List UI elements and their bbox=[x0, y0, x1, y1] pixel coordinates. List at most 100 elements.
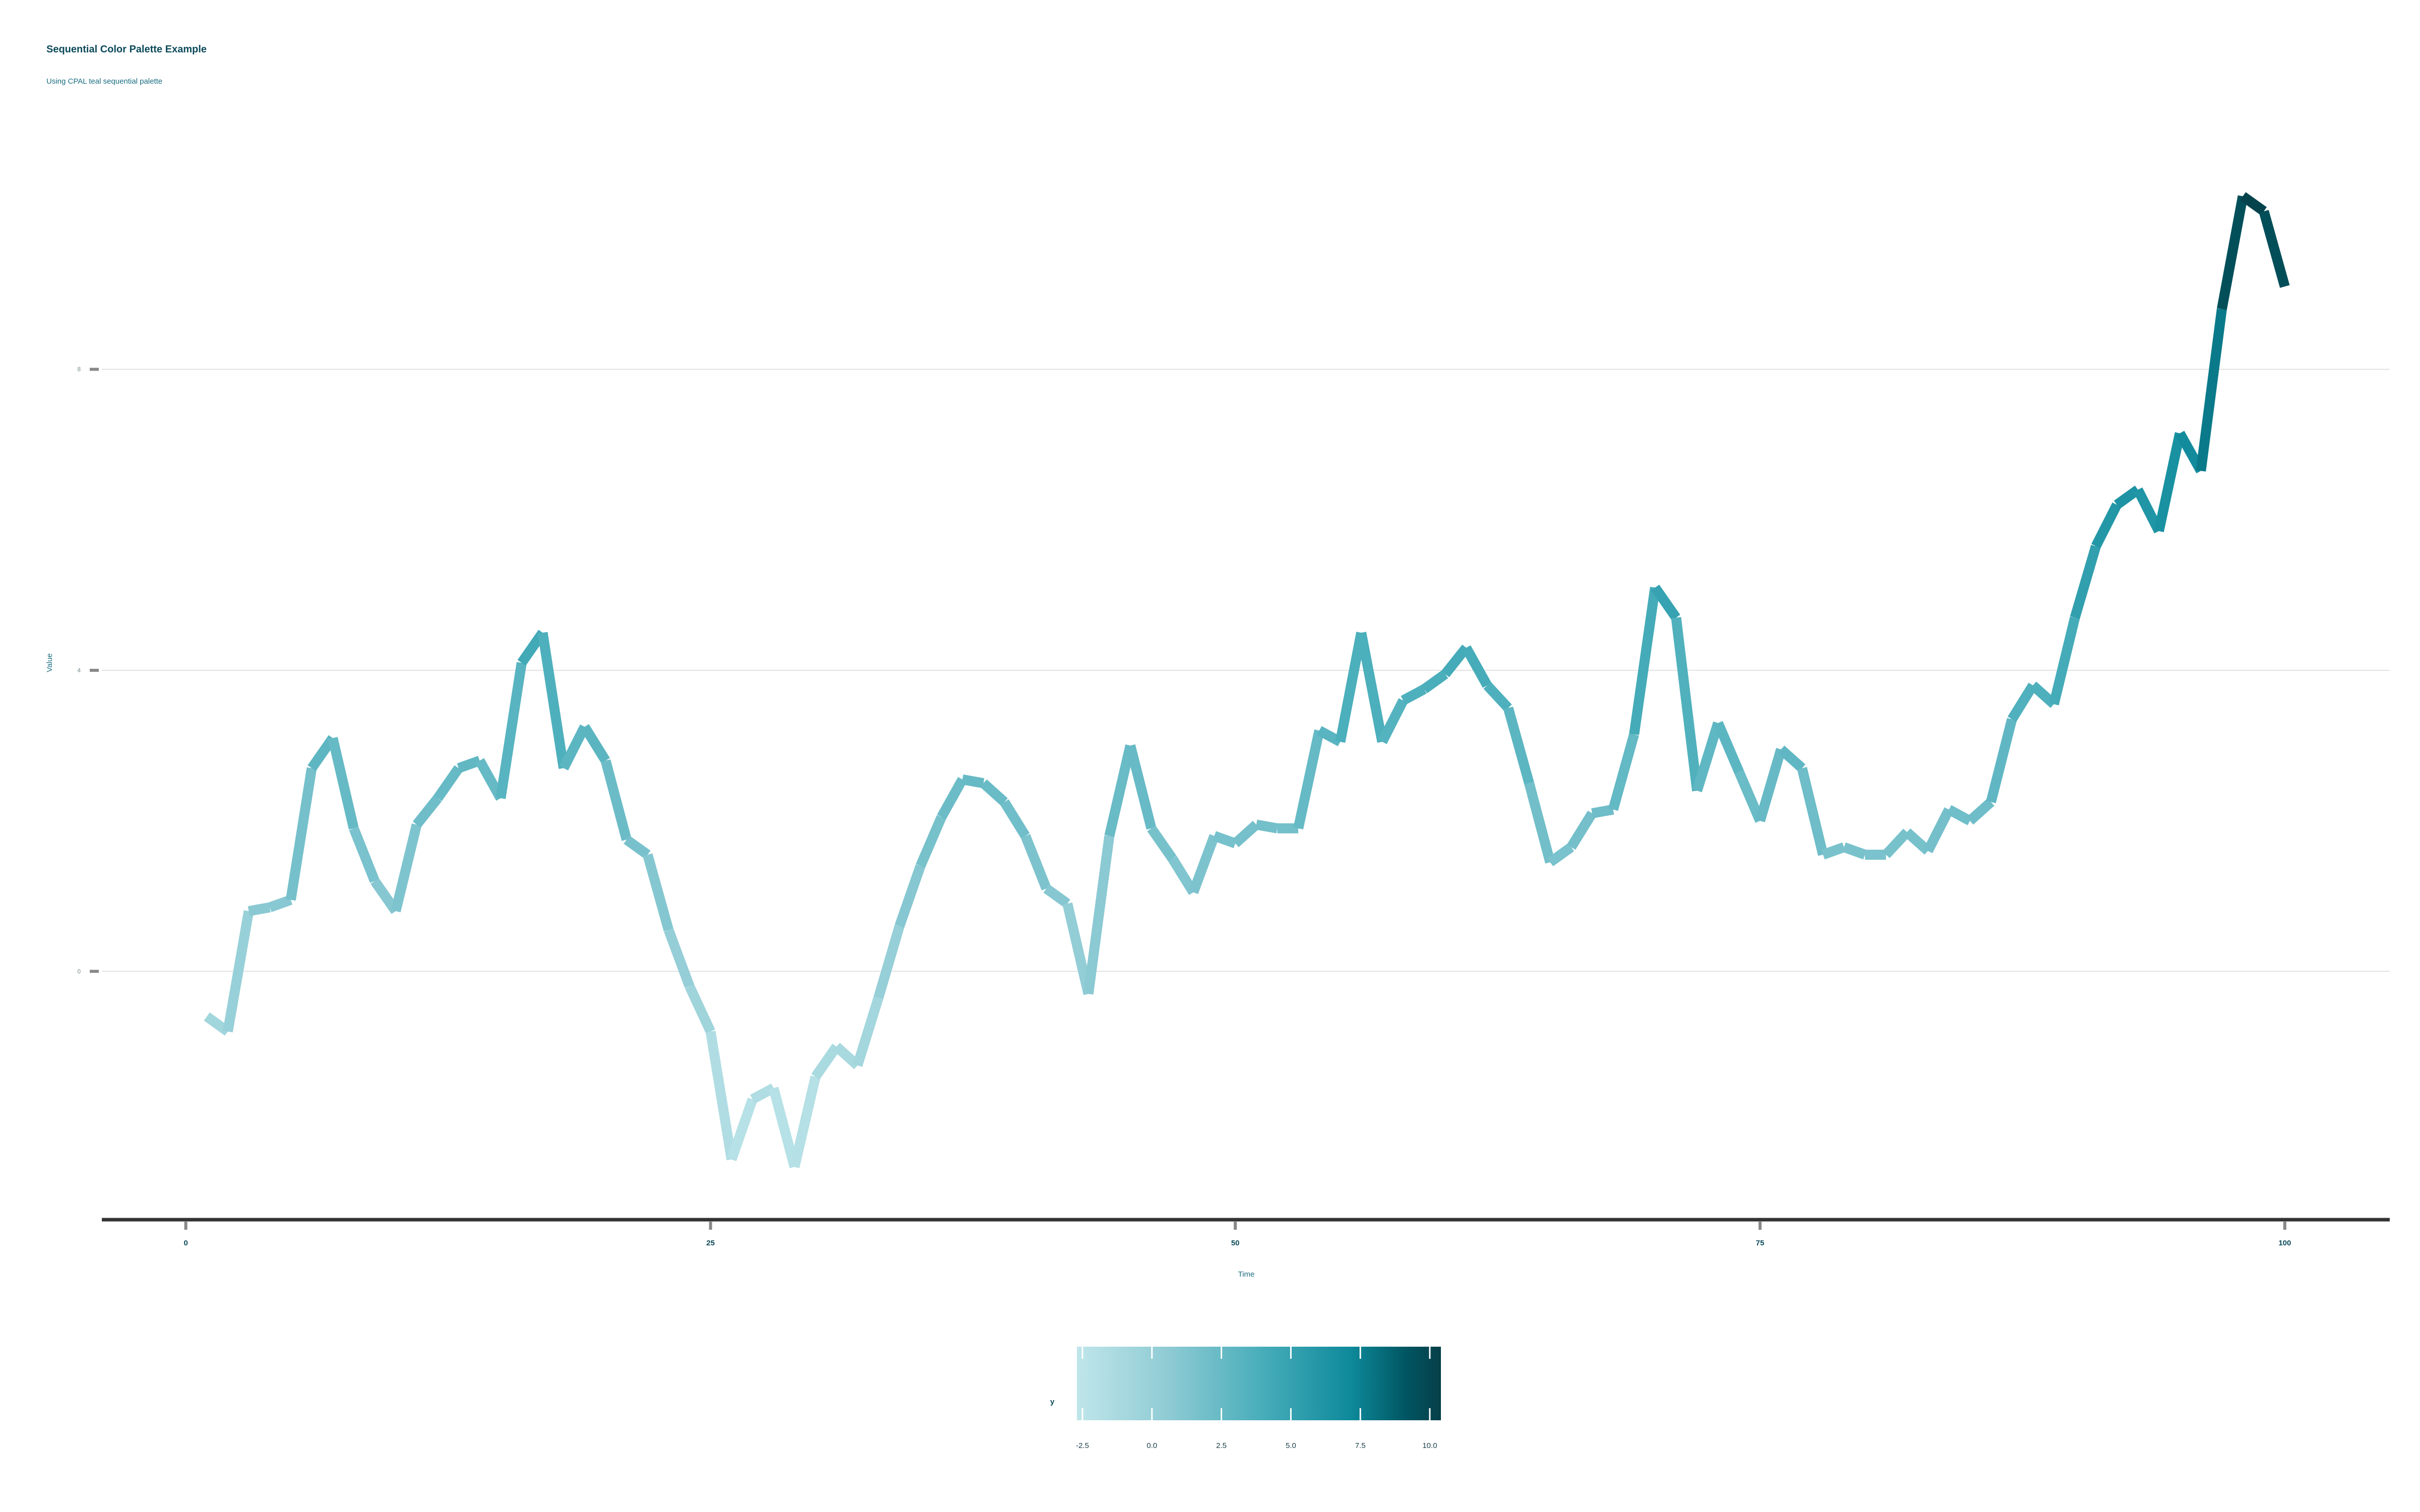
line-segment bbox=[1062, 902, 1094, 995]
line-segment bbox=[1797, 767, 1828, 856]
x-tick-label: 0 bbox=[184, 1239, 188, 1247]
line-segment bbox=[559, 724, 589, 771]
legend-tick-label: 7.5 bbox=[1355, 1441, 1366, 1450]
line-segment bbox=[1755, 747, 1786, 823]
line-segment bbox=[1104, 744, 1135, 837]
legend-title: y bbox=[1050, 1398, 1055, 1406]
line-segment bbox=[1821, 842, 1846, 860]
legend-tick-label: -2.5 bbox=[1076, 1441, 1089, 1450]
line-segment bbox=[537, 632, 569, 769]
line-segment bbox=[433, 765, 463, 801]
line-segment bbox=[663, 928, 695, 988]
line-segment bbox=[1986, 718, 2017, 803]
line-segment bbox=[811, 1043, 841, 1080]
line-segment bbox=[790, 1076, 821, 1168]
y-axis-title: Value bbox=[45, 653, 54, 672]
line-segment bbox=[2240, 192, 2267, 216]
line-segment bbox=[1462, 645, 1492, 688]
y-tick-label: 0 bbox=[77, 968, 81, 975]
line-segment bbox=[937, 777, 967, 820]
line-segment bbox=[1232, 821, 1260, 847]
line-segment bbox=[685, 984, 715, 1034]
line-segment bbox=[2070, 544, 2101, 619]
line-segment bbox=[2091, 502, 2122, 549]
y-axis-ticks: 0 4 8 bbox=[77, 366, 99, 975]
line-segment bbox=[1671, 617, 1703, 792]
x-tick-label: 25 bbox=[706, 1239, 715, 1247]
line-segment bbox=[2154, 432, 2185, 532]
line-segment bbox=[1147, 825, 1177, 862]
line-segment bbox=[580, 724, 610, 764]
x-tick-label: 75 bbox=[1756, 1239, 1765, 1247]
line-segment bbox=[1483, 682, 1512, 712]
line-segment bbox=[1692, 721, 1723, 792]
line-segment bbox=[268, 895, 293, 912]
line-segment bbox=[1168, 856, 1198, 895]
x-tick-label: 100 bbox=[2278, 1239, 2291, 1247]
line-segment bbox=[1713, 721, 1744, 774]
line-segment bbox=[248, 902, 271, 916]
line-segment bbox=[727, 1097, 758, 1161]
line-segment bbox=[1608, 733, 1639, 811]
line-segment bbox=[2196, 308, 2227, 472]
line-segment bbox=[2049, 616, 2080, 706]
line-segment bbox=[1591, 804, 1614, 818]
line-segment bbox=[894, 864, 926, 928]
legend-tick-label: 10.0 bbox=[1422, 1441, 1437, 1450]
line-segment bbox=[412, 795, 442, 828]
legend-tick-label: 2.5 bbox=[1216, 1441, 1227, 1450]
line-segment bbox=[853, 996, 883, 1067]
line-segment bbox=[1882, 829, 1911, 858]
color-legend: y -2.5 0.0 2.5 5.0 7.5 10.0 bbox=[1050, 1347, 1441, 1450]
line-segment bbox=[1651, 585, 1680, 621]
line-segment bbox=[222, 910, 254, 1033]
legend-tick-label: 5.0 bbox=[1286, 1441, 1296, 1450]
line-segment bbox=[961, 774, 985, 788]
line-segment bbox=[1923, 807, 1954, 853]
legend-tick-label: 0.0 bbox=[1146, 1441, 1157, 1450]
line-segment bbox=[496, 662, 527, 799]
line-segment bbox=[1946, 805, 1973, 826]
line-segment bbox=[328, 737, 359, 830]
series-line bbox=[204, 192, 2290, 1169]
line-segment bbox=[1043, 884, 1070, 908]
line-segment bbox=[1734, 770, 1765, 823]
legend-ticks: -2.5 0.0 2.5 5.0 7.5 10.0 bbox=[1076, 1347, 1437, 1450]
y-tick-label: 8 bbox=[77, 366, 81, 373]
line-segment bbox=[1503, 706, 1534, 785]
chart-title: Sequential Color Palette Example bbox=[46, 44, 207, 55]
line-segment bbox=[1524, 782, 1555, 864]
line-segment bbox=[1547, 843, 1575, 866]
line-segment bbox=[1335, 632, 1366, 743]
line-segment bbox=[1441, 644, 1470, 677]
line-segment bbox=[623, 835, 651, 859]
y-tick-label: 4 bbox=[77, 667, 81, 674]
line-segment bbox=[1083, 835, 1115, 995]
line-segment bbox=[391, 823, 422, 913]
line-segment bbox=[642, 853, 674, 931]
line-segment bbox=[2217, 195, 2248, 310]
x-axis-ticks: 0 25 50 75 100 bbox=[184, 1222, 2291, 1247]
line-segment bbox=[1629, 587, 1660, 735]
line-segment bbox=[1020, 834, 1051, 891]
line-segment bbox=[1401, 684, 1427, 705]
line-segment bbox=[916, 815, 946, 868]
line-segment bbox=[1566, 810, 1597, 850]
x-tick-label: 50 bbox=[1231, 1239, 1240, 1247]
line-segment bbox=[705, 1031, 737, 1161]
line-segment bbox=[980, 779, 1008, 806]
chart-subtitle: Using CPAL teal sequential palette bbox=[46, 77, 162, 86]
gridlines bbox=[102, 368, 2390, 972]
legend-colorbar bbox=[1077, 1347, 1441, 1420]
line-segment bbox=[1188, 834, 1219, 894]
line-segment bbox=[1777, 745, 1805, 772]
line-segment bbox=[1356, 632, 1387, 743]
line-segment bbox=[1000, 799, 1030, 839]
line-segment bbox=[1255, 820, 1279, 834]
line-segment bbox=[349, 826, 380, 883]
line-segment bbox=[1213, 831, 1237, 848]
x-axis-title: Time bbox=[1238, 1270, 1255, 1279]
line-segment bbox=[457, 755, 481, 773]
line-segment bbox=[873, 924, 904, 999]
